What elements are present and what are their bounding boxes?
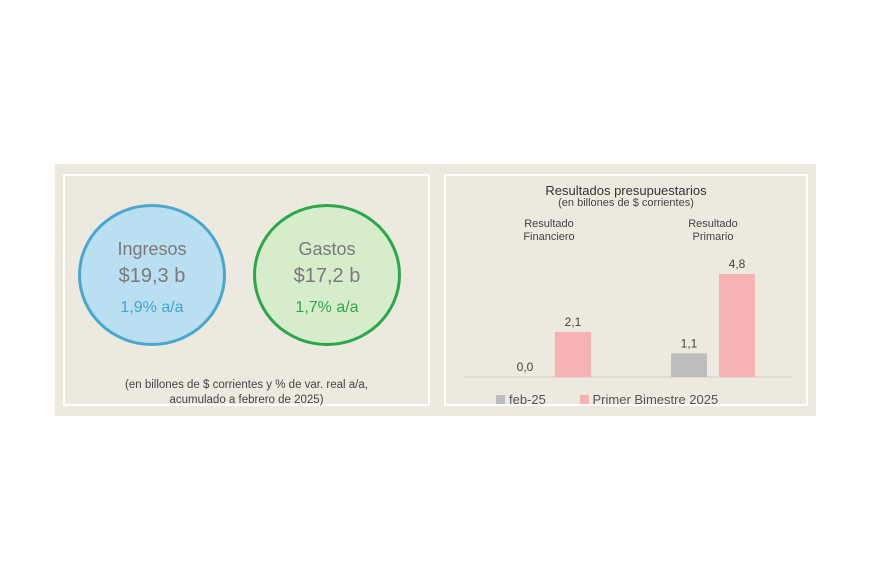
bar-bimestre-0 — [555, 331, 591, 377]
legend-label-bimestre: Primer Bimestre 2025 — [592, 392, 719, 407]
legend-item-bimestre: Primer Bimestre 2025 — [579, 392, 719, 407]
ingresos-value: $19,3 b — [118, 265, 186, 287]
bar-feb-1 — [671, 353, 707, 377]
legend-swatch-bimestre — [579, 395, 589, 404]
category-label-line: Primario — [692, 231, 734, 243]
chart-legend: feb-25 Primer Bimestre 2025 — [496, 392, 748, 407]
chart-panel: Resultados presupuestarios (en billones … — [444, 174, 808, 407]
bar-chart: 0,0 1,1 2,1 4,8 — [464, 257, 792, 378]
chart-title: Resultados presupuestarios — [545, 183, 707, 198]
infographic-board: Ingresos $19,3 b 1,9% a/a Gastos $17,2 b… — [55, 164, 816, 416]
category-label-line: Resultado — [688, 218, 738, 230]
data-label-feb-1: 1,1 — [681, 336, 698, 350]
ingresos-circle: Ingresos $19,3 b 1,9% a/a — [78, 204, 226, 346]
gastos-variation: 1,7% a/a — [295, 299, 359, 316]
chart-subtitle: (en billones de $ corrientes) — [558, 197, 694, 209]
ingresos-variation: 1,9% a/a — [120, 299, 184, 316]
summary-note-line2: acumulado a febrero de 2025) — [169, 394, 324, 406]
legend-label-feb: feb-25 — [509, 392, 546, 407]
gastos-value: $17,2 b — [293, 265, 361, 287]
category-label-primario: Resultado Primario — [658, 218, 768, 244]
gastos-label: Gastos — [298, 239, 356, 259]
legend-swatch-feb — [496, 395, 505, 404]
bar-bimestre-1 — [719, 274, 755, 377]
data-label-feb-0: 0,0 — [517, 360, 534, 374]
gastos-circle: Gastos $17,2 b 1,7% a/a — [253, 204, 401, 346]
ingresos-label: Ingresos — [117, 239, 187, 259]
data-label-bimestre-0: 2,1 — [565, 315, 582, 329]
summary-note-line1: (en billones de $ corrientes y % de var.… — [125, 379, 368, 391]
category-label-line: Financiero — [523, 231, 575, 243]
legend-item-feb: feb-25 — [496, 392, 546, 407]
category-label-financiero: Resultado Financiero — [494, 218, 604, 244]
category-label-line: Resultado — [524, 218, 574, 230]
data-label-bimestre-1: 4,8 — [729, 257, 746, 271]
summary-note: (en billones de $ corrientes y % de var.… — [65, 378, 428, 408]
summary-panel: Ingresos $19,3 b 1,9% a/a Gastos $17,2 b… — [63, 174, 430, 406]
